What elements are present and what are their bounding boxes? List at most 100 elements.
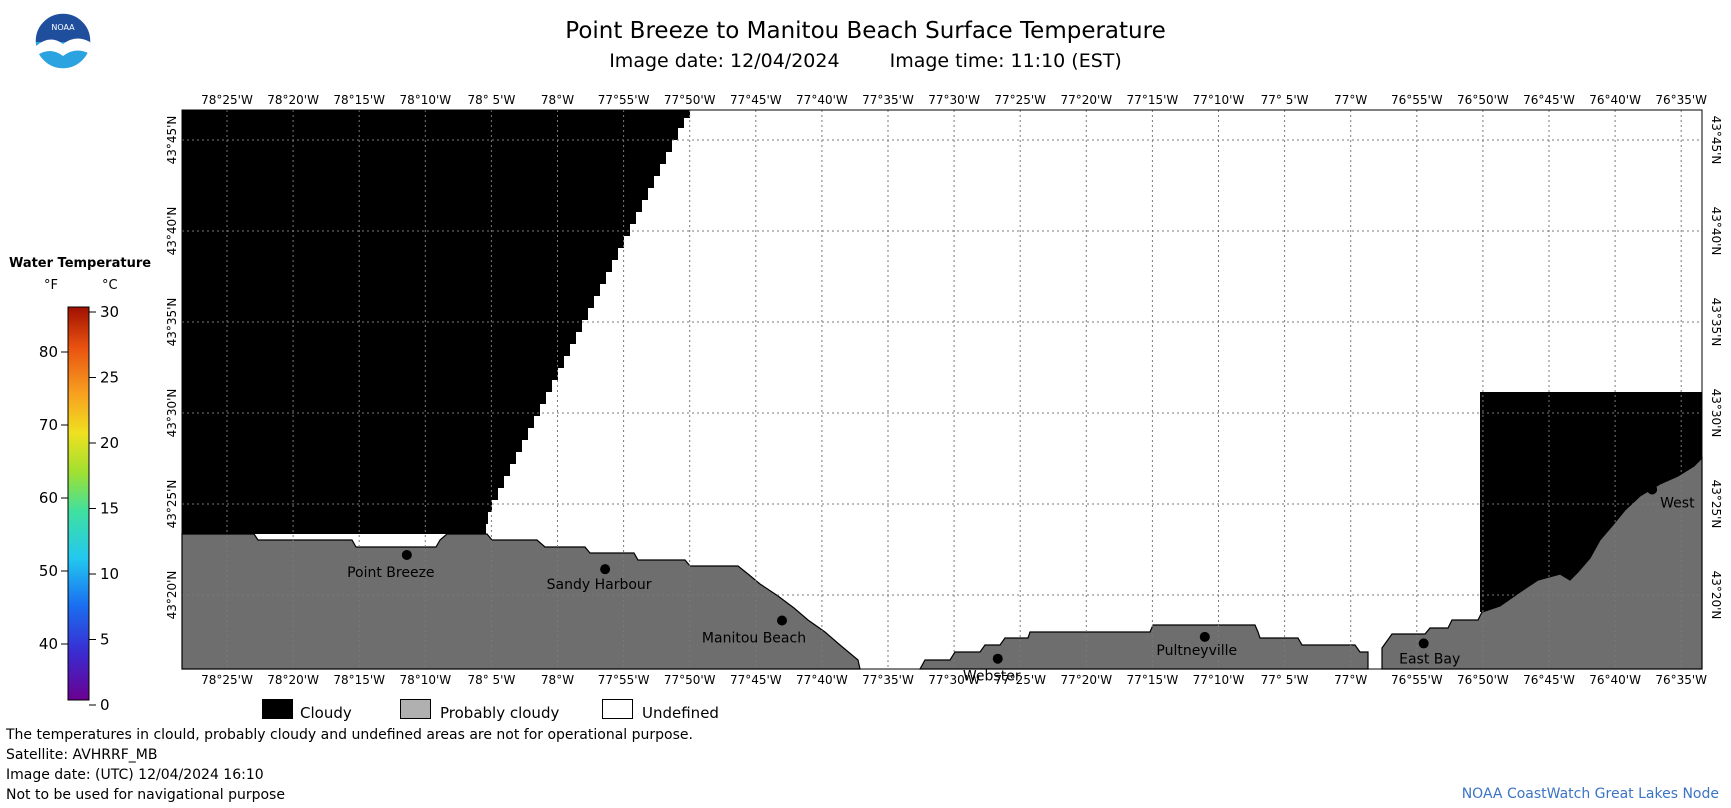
lon-label-top: 78°10'W [399, 93, 451, 107]
lon-label-bottom: 77°40'W [796, 673, 848, 687]
lon-label-top: 77°55'W [598, 93, 650, 107]
lat-label-right: 43°30'N [1709, 389, 1723, 438]
note-navigation: Not to be used for navigational purpose [6, 787, 285, 803]
lat-label-right: 43°20'N [1709, 571, 1723, 620]
lon-label-bottom: 76°45'W [1523, 673, 1575, 687]
image-date: Image date: 12/04/2024 [609, 50, 840, 72]
lon-label-top: 77°25'W [994, 93, 1046, 107]
lon-label-bottom: 78°10'W [399, 673, 451, 687]
cloud-layer [182, 110, 1702, 612]
lat-label-right: 43°45'N [1709, 116, 1723, 165]
lon-label-top: 77°35'W [862, 93, 914, 107]
legend-cloudy: Cloudy [300, 704, 352, 722]
lon-label-top: 77°30'W [928, 93, 980, 107]
logo-text: NOAA [51, 23, 75, 32]
colorbar-f-tick: 60 [39, 489, 58, 507]
lon-label-top: 76°55'W [1391, 93, 1443, 107]
place-label: Webster [963, 669, 1021, 685]
lon-label-top: 78° 5'W [467, 93, 515, 107]
place-marker [992, 653, 1003, 664]
lon-label-top: 77°10'W [1193, 93, 1245, 107]
lon-label-bottom: 78°25'W [201, 673, 253, 687]
note-utc-date: Image date: (UTC) 12/04/2024 16:10 [6, 767, 264, 783]
colorbar-title: Water Temperature [8, 256, 152, 271]
lon-label-top: 77°45'W [730, 93, 782, 107]
lon-label-bottom: 77°30'W [928, 673, 980, 687]
lon-label-top: 77°W [1334, 93, 1367, 107]
place-marker [1199, 631, 1210, 642]
lon-label-top: 76°45'W [1523, 93, 1575, 107]
note-satellite: Satellite: AVHRRF_MB [6, 747, 158, 763]
lon-label-top: 77° 5'W [1261, 93, 1309, 107]
lon-label-bottom: 77°15'W [1127, 673, 1179, 687]
place-label: West [1660, 495, 1695, 511]
colorbar-c-tick: 10 [100, 565, 119, 583]
legend-probably-cloudy: Probably cloudy [440, 704, 560, 722]
lon-label-bottom: 76°35'W [1655, 673, 1707, 687]
map-frame [181, 109, 1703, 670]
image-time: Image time: 11:10 (EST) [889, 50, 1122, 72]
place-marker [1418, 638, 1429, 649]
lat-label-left: 43°35'N [165, 298, 179, 347]
colorbar-f-tick: 50 [39, 562, 58, 580]
note-operational: The temperatures in clould, probably clo… [6, 727, 693, 743]
lat-label-left: 43°25'N [165, 480, 179, 529]
place-marker [1647, 484, 1658, 495]
lon-label-bottom: 76°55'W [1391, 673, 1443, 687]
land-layer [181, 456, 1703, 670]
colorbar-f-tick: 70 [39, 416, 58, 434]
colorbar-c-tick: 25 [100, 369, 119, 387]
legend-swatch-probably-cloudy [400, 699, 431, 719]
place-marker [777, 615, 788, 626]
lon-label-bottom: 77° 5'W [1261, 673, 1309, 687]
lon-label-top: 78°15'W [333, 93, 385, 107]
lon-label-bottom: 77°20'W [1060, 673, 1112, 687]
colorbar-f-tick: 40 [39, 635, 58, 653]
lon-label-top: 78°W [541, 93, 574, 107]
lon-label-bottom: 76°50'W [1457, 673, 1509, 687]
lon-label-bottom: 78° 5'W [467, 673, 515, 687]
lon-label-bottom: 77°10'W [1193, 673, 1245, 687]
noaa-logo: NOAA [34, 12, 92, 74]
place-marker [600, 564, 611, 575]
lon-label-top: 78°20'W [267, 93, 319, 107]
lon-label-top: 77°40'W [796, 93, 848, 107]
lat-label-left: 43°40'N [165, 207, 179, 256]
lon-label-top: 76°35'W [1655, 93, 1707, 107]
lat-label-right: 43°40'N [1709, 207, 1723, 256]
coastwatch-credit[interactable]: NOAA CoastWatch Great Lakes Node [1461, 786, 1719, 802]
lon-label-top: 77°50'W [664, 93, 716, 107]
lat-label-left: 43°20'N [165, 571, 179, 620]
legend-swatch-cloudy [262, 699, 293, 719]
place-label: Pultneyville [1156, 643, 1237, 659]
map-subtitle: Image date: 12/04/2024 Image time: 11:10… [0, 50, 1731, 72]
lon-label-top: 76°40'W [1589, 93, 1641, 107]
lon-label-bottom: 77°35'W [862, 673, 914, 687]
land-west [181, 533, 861, 670]
lon-labels-bottom: 78°25'W 78°20'W 78°15'W 78°10'W 78° 5'W 78°W 7… [201, 673, 1707, 687]
colorbar-c-tick: 15 [100, 500, 119, 518]
lon-label-top: 76°50'W [1457, 93, 1509, 107]
lat-labels-left: 43°45'N 43°40'N 43°35'N 43°30'N 43°25'N 43°20… [165, 116, 179, 620]
place-marker [401, 549, 412, 560]
lon-label-bottom: 77°45'W [730, 673, 782, 687]
place-label: Point Breeze [347, 565, 434, 581]
legend-undefined: Undefined [642, 704, 719, 722]
grid-layer [182, 110, 1702, 669]
lon-label-bottom: 77°50'W [664, 673, 716, 687]
cloud-west [182, 110, 708, 534]
place-label: East Bay [1399, 651, 1460, 667]
legend-swatch-undefined [602, 699, 633, 719]
lat-label-right: 43°25'N [1709, 480, 1723, 529]
lat-label-right: 43°35'N [1709, 298, 1723, 347]
colorbar-c-tick: 20 [100, 434, 119, 452]
lat-labels-right: 43°45'N 43°40'N 43°35'N 43°30'N 43°25'N 43°20… [1709, 116, 1723, 620]
colorbar-gradient [67, 306, 90, 701]
lon-label-bottom: 78°20'W [267, 673, 319, 687]
place-label: Sandy Harbour [547, 577, 652, 593]
lon-label-bottom: 77°W [1334, 673, 1367, 687]
place-layer: Point Breeze Sandy Harbour Manitou Beach We… [347, 484, 1695, 685]
place-label: Manitou Beach [702, 630, 806, 646]
